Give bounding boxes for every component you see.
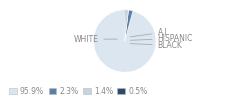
Text: HISPANIC: HISPANIC bbox=[130, 34, 193, 43]
Wedge shape bbox=[125, 10, 133, 41]
Text: WHITE: WHITE bbox=[73, 35, 117, 44]
Text: A.I.: A.I. bbox=[130, 28, 170, 37]
Text: BLACK: BLACK bbox=[130, 41, 182, 50]
Wedge shape bbox=[94, 10, 156, 72]
Legend: 95.9%, 2.3%, 1.4%, 0.5%: 95.9%, 2.3%, 1.4%, 0.5% bbox=[6, 83, 150, 99]
Wedge shape bbox=[125, 10, 128, 41]
Wedge shape bbox=[125, 10, 126, 41]
